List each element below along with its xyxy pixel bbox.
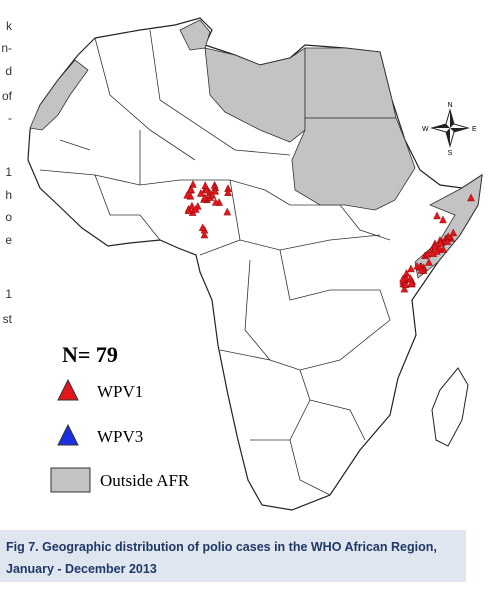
case-triangle [208, 190, 216, 199]
margin-text: k n-d of - 1 hoe 1 st [1, 19, 13, 326]
legend-label: Outside AFR [100, 471, 190, 490]
case-triangle [432, 247, 441, 255]
compass-n: N [447, 102, 452, 109]
case-triangle [191, 205, 200, 213]
legend-swatch [50, 467, 91, 493]
case-triangle [433, 211, 441, 220]
case-triangle [200, 193, 209, 202]
case-triangle [443, 237, 452, 245]
case-markers [183, 180, 475, 293]
margin-fragment: 1 [5, 287, 12, 301]
compass-rose: N E S W [422, 102, 477, 157]
margin-fragment: d [5, 64, 12, 78]
caption-line: January - December 2013 [6, 562, 157, 576]
case-triangle [400, 284, 409, 293]
margin-fragment: st [3, 312, 13, 326]
legend-swatch [57, 378, 79, 401]
legend-label: WPV3 [97, 427, 143, 446]
case-triangle [417, 265, 426, 274]
case-triangle [407, 278, 416, 287]
legend-label: WPV1 [97, 382, 143, 401]
margin-fragment: n- [1, 41, 12, 55]
borders [39, 29, 391, 496]
margin-fragment: e [5, 233, 12, 247]
compass-s: S [448, 150, 453, 157]
margin-fragment: k [6, 19, 13, 33]
case-triangle [198, 223, 207, 232]
case-triangle [429, 249, 438, 257]
margin-fragment: o [5, 210, 12, 224]
case-triangle [200, 230, 209, 239]
case-triangle [188, 201, 196, 210]
caption-box [0, 530, 466, 582]
case-triangle [184, 206, 193, 214]
case-triangle [425, 258, 433, 266]
legend-count: N= 79 [62, 342, 118, 367]
compass-w: W [422, 126, 429, 133]
case-triangle [407, 264, 415, 273]
legend-swatch [57, 423, 79, 446]
case-triangle [201, 181, 210, 189]
compass-e: E [472, 126, 477, 133]
case-triangle [224, 188, 232, 196]
case-triangle [202, 185, 211, 194]
caption-line: Fig 7. Geographic distribution of polio … [6, 540, 437, 554]
margin-fragment: of [2, 89, 13, 103]
case-triangle [211, 186, 220, 195]
case-triangle [183, 190, 191, 199]
margin-fragment: 1 [5, 165, 12, 179]
case-triangle [467, 193, 475, 202]
case-triangle [449, 228, 458, 237]
case-triangle [439, 215, 447, 224]
case-triangle [436, 238, 445, 247]
margin-fragment: - [8, 111, 12, 125]
case-triangle [223, 207, 232, 216]
case-triangle [430, 242, 439, 251]
margin-fragment: h [5, 188, 12, 202]
outside-afr [29, 19, 483, 279]
madagascar [431, 367, 469, 447]
case-triangle [187, 185, 195, 193]
case-triangle [399, 274, 407, 283]
legend: N= 79 WPV1 WPV3 Outside AFR [50, 342, 190, 493]
case-triangle [423, 249, 432, 258]
case-triangle [401, 280, 410, 288]
case-triangle [211, 197, 220, 206]
